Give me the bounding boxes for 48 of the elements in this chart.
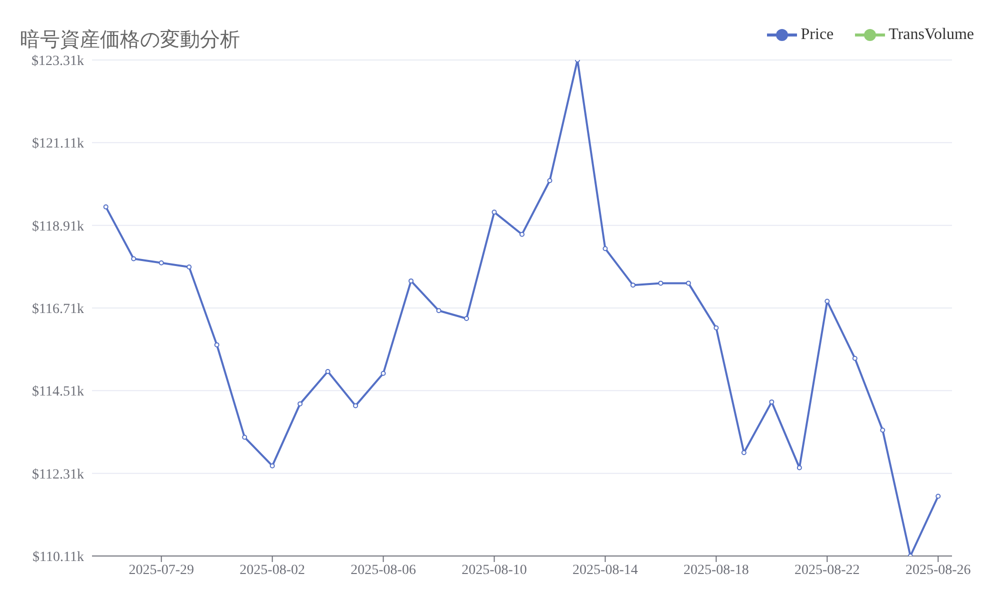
point xyxy=(325,369,330,374)
point xyxy=(158,260,164,266)
point xyxy=(852,356,858,361)
point xyxy=(602,246,608,252)
point xyxy=(769,399,774,404)
point xyxy=(714,325,719,330)
x-tick-label: 2025-08-18 xyxy=(684,562,749,578)
point xyxy=(824,298,830,304)
point xyxy=(520,232,524,237)
chart-title: 暗号資産価格の変動分析 xyxy=(20,28,240,53)
point xyxy=(131,256,136,262)
x-tick-label: 2025-08-22 xyxy=(794,562,860,578)
legend-label: TransVolume xyxy=(888,26,974,44)
point xyxy=(936,494,941,499)
point xyxy=(408,278,414,284)
point xyxy=(880,428,886,433)
x-tick-label: 2025-08-02 xyxy=(240,562,305,578)
y-tick-label: $121.11k xyxy=(32,136,84,152)
point xyxy=(686,280,691,286)
x-tick-label: 2025-08-10 xyxy=(462,562,527,578)
y-tick-label: $118.91k xyxy=(32,219,84,234)
x-tick-label: 2025-08-14 xyxy=(572,562,638,578)
point xyxy=(214,342,220,348)
point xyxy=(103,204,108,210)
point xyxy=(796,465,802,470)
y-tick-label: $116.71k xyxy=(32,302,84,317)
y-tick-label: $112.31k xyxy=(32,467,84,482)
x-tick-label: 2025-08-26 xyxy=(905,562,971,578)
point xyxy=(492,210,497,215)
point xyxy=(464,316,470,322)
point xyxy=(547,178,552,184)
point xyxy=(380,370,386,376)
point xyxy=(741,450,746,456)
legend-label: Price xyxy=(800,26,834,44)
point xyxy=(353,403,358,408)
point xyxy=(658,280,664,286)
x-tick-label: 2025-08-06 xyxy=(350,562,416,578)
point xyxy=(242,434,248,440)
point xyxy=(298,401,303,406)
y-tick-label: $114.51k xyxy=(32,384,84,400)
y-tick-label: $123.31k xyxy=(32,54,84,69)
x-tick-label: 2025-07-29 xyxy=(128,562,194,578)
point xyxy=(436,308,442,314)
point xyxy=(270,463,275,468)
y-tick-label: $110.11k xyxy=(32,550,84,565)
line-series xyxy=(103,60,941,556)
point xyxy=(630,282,636,288)
point xyxy=(186,264,192,270)
